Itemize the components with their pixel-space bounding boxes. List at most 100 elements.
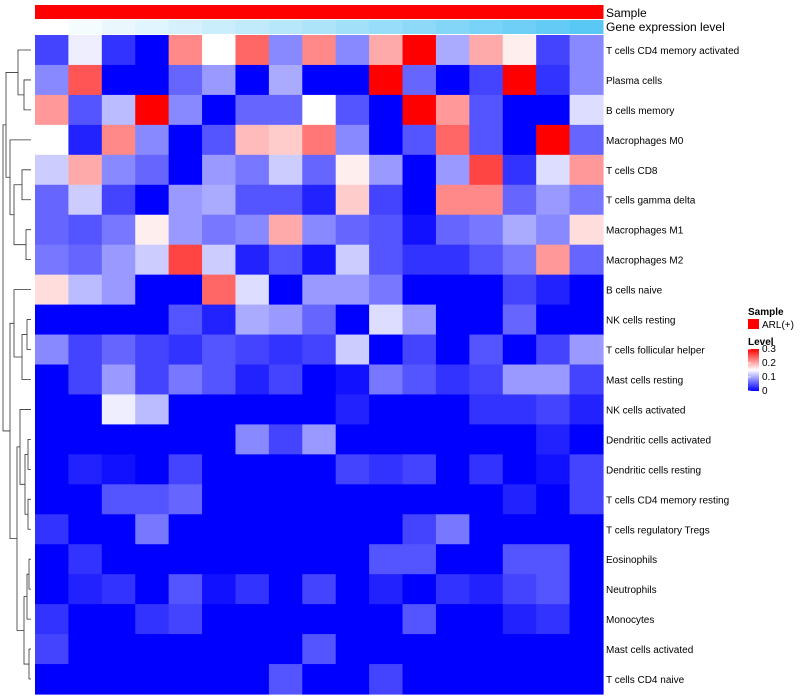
heatmap-cell bbox=[469, 334, 504, 366]
heatmap-cell bbox=[101, 64, 136, 96]
dendrogram-branch bbox=[26, 319, 31, 350]
heatmap-cell bbox=[402, 214, 437, 246]
heatmap-cell bbox=[101, 394, 136, 425]
heatmap-cell bbox=[435, 244, 470, 276]
heatmap-cell bbox=[502, 364, 537, 396]
heatmap-cell bbox=[168, 334, 203, 366]
dendrogram-branch bbox=[16, 446, 24, 631]
heatmap-cell bbox=[369, 184, 404, 216]
heatmap-cell bbox=[536, 244, 571, 276]
heatmap-cell bbox=[569, 334, 604, 366]
heatmap-cell bbox=[268, 214, 303, 246]
heatmap-cell bbox=[569, 64, 604, 96]
heatmap-cell bbox=[202, 664, 237, 695]
heatmap-cell bbox=[469, 64, 504, 96]
heatmap-cell bbox=[235, 514, 270, 545]
heatmap-cell bbox=[101, 454, 136, 485]
heatmap-cell bbox=[402, 424, 437, 455]
heatmap-cell bbox=[68, 604, 103, 635]
heatmap-cell bbox=[135, 94, 170, 126]
heatmap-cell bbox=[235, 394, 270, 425]
heatmap-cell bbox=[302, 454, 337, 485]
heatmap-cell bbox=[268, 274, 303, 306]
heatmap-cell bbox=[202, 394, 237, 425]
heatmap-cell bbox=[502, 454, 537, 485]
annotation-expression-cell bbox=[502, 20, 537, 34]
heatmap-cell bbox=[268, 574, 303, 605]
legend-sample-label: ARL(+) bbox=[762, 320, 794, 331]
row-dendrogram bbox=[2, 49, 31, 680]
heatmap-cell bbox=[402, 274, 437, 306]
annotation-expression-cell bbox=[68, 20, 103, 34]
heatmap-cell bbox=[202, 514, 237, 545]
heatmap-cell bbox=[469, 184, 504, 216]
legend-sample-swatch bbox=[748, 319, 759, 329]
heatmap-cell bbox=[335, 274, 370, 306]
heatmap-cell bbox=[569, 94, 604, 126]
heatmap-cell bbox=[335, 35, 370, 66]
heatmap-cell bbox=[68, 514, 103, 545]
dendrogram-branch bbox=[28, 558, 31, 590]
heatmap-cell bbox=[68, 124, 103, 156]
heatmap-cell bbox=[135, 604, 170, 635]
heatmap-cell bbox=[135, 514, 170, 545]
heatmap-cell bbox=[235, 484, 270, 515]
dendrogram-branch bbox=[23, 79, 31, 111]
heatmap-cell bbox=[469, 544, 504, 575]
dendrogram-branch bbox=[21, 334, 31, 380]
legend-level-title: Level bbox=[748, 337, 774, 348]
heatmap-cell bbox=[469, 94, 504, 126]
heatmap-cell bbox=[235, 334, 270, 366]
heatmap-cell bbox=[369, 514, 404, 545]
heatmap-cell bbox=[569, 484, 604, 515]
heatmap-cell bbox=[101, 124, 136, 156]
heatmap-cell bbox=[35, 274, 70, 306]
heatmap-cell bbox=[402, 154, 437, 186]
dendrogram-branch bbox=[21, 169, 31, 201]
heatmap-cell bbox=[202, 484, 237, 515]
heatmap-cell bbox=[402, 334, 437, 366]
heatmap-cell bbox=[536, 214, 571, 246]
heatmap-cell bbox=[35, 454, 70, 485]
heatmap-cell bbox=[168, 244, 203, 276]
heatmap-cell bbox=[469, 574, 504, 605]
heatmap-cell bbox=[135, 574, 170, 605]
heatmap-cell bbox=[135, 184, 170, 216]
heatmap-cell bbox=[101, 634, 136, 665]
heatmap-cell bbox=[302, 64, 337, 96]
row-label: B cells memory bbox=[606, 106, 674, 117]
heatmap-cell bbox=[302, 154, 337, 186]
heatmap-cell bbox=[335, 334, 370, 366]
heatmap-cell bbox=[402, 454, 437, 485]
heatmap-cell bbox=[469, 604, 504, 635]
heatmap-cell bbox=[235, 424, 270, 455]
heatmap-cell bbox=[402, 634, 437, 665]
annotation-expression-cell bbox=[569, 20, 604, 34]
heatmap-cell bbox=[268, 664, 303, 695]
heatmap-cell bbox=[402, 484, 437, 515]
heatmap-cell bbox=[135, 484, 170, 515]
heatmap-cell bbox=[502, 64, 537, 96]
heatmap-cell bbox=[502, 544, 537, 575]
heatmap-cell bbox=[369, 214, 404, 246]
row-label: T cells CD4 memory activated bbox=[606, 46, 739, 57]
heatmap-cell bbox=[502, 334, 537, 366]
heatmap-cell bbox=[101, 574, 136, 605]
column-annotations bbox=[35, 5, 604, 34]
annotation-sample-cell bbox=[101, 5, 136, 19]
heatmap-cell bbox=[202, 604, 237, 635]
annotation-sample-cell bbox=[68, 5, 103, 19]
heatmap-cell bbox=[469, 664, 504, 695]
heatmap-cell bbox=[335, 514, 370, 545]
heatmap-cell bbox=[68, 454, 103, 485]
heatmap-cell bbox=[369, 35, 404, 66]
heatmap-cell bbox=[302, 424, 337, 455]
heatmap-cell bbox=[469, 214, 504, 246]
row-label: Macrophages M0 bbox=[606, 136, 684, 147]
heatmap-cell bbox=[168, 35, 203, 66]
heatmap-cell bbox=[502, 274, 537, 306]
annotation-expression-cell bbox=[335, 20, 370, 34]
heatmap-cell bbox=[35, 424, 70, 455]
heatmap-cell bbox=[168, 304, 203, 336]
heatmap-cell bbox=[569, 544, 604, 575]
